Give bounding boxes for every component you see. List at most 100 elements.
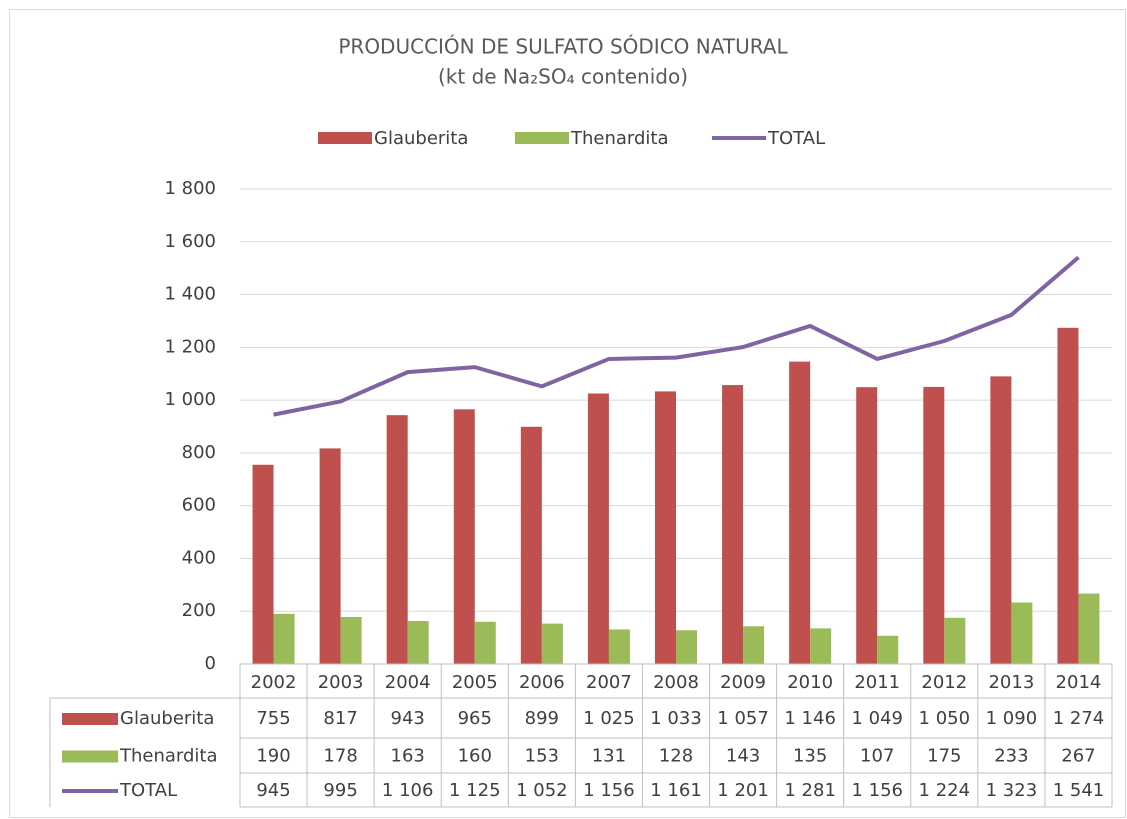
bar (1011, 602, 1033, 664)
table-cell: 1 156 (583, 780, 635, 801)
y-tick-label: 600 (182, 495, 216, 516)
table-cell: 817 (323, 708, 357, 729)
x-tick-label: 2008 (653, 672, 699, 693)
table-row-label: TOTAL (119, 780, 177, 801)
x-tick-label: 2014 (1056, 672, 1102, 693)
x-tick-label: 2002 (251, 672, 297, 693)
table-cell: 965 (458, 708, 492, 729)
x-tick-label: 2013 (988, 672, 1034, 693)
table-cell: 1 033 (650, 708, 702, 729)
bar (407, 620, 429, 664)
table-row-label: Glauberita (120, 708, 214, 729)
bar (273, 613, 295, 664)
table-legend-swatch (62, 750, 118, 763)
bar (944, 617, 966, 664)
table-cell: 131 (592, 746, 626, 767)
x-tick-label: 2010 (787, 672, 833, 693)
y-tick-label: 1 200 (164, 336, 216, 357)
table-cell: 1 541 (1053, 780, 1105, 801)
table-cell: 153 (525, 746, 559, 767)
bar (541, 623, 563, 664)
y-tick-label: 1 600 (164, 231, 216, 252)
bar (340, 617, 362, 664)
y-tick-label: 0 (205, 653, 216, 674)
table-cell: 267 (1061, 746, 1095, 767)
bar (1078, 593, 1100, 664)
table-cell: 135 (793, 746, 827, 767)
y-tick-label: 1 800 (164, 178, 216, 199)
bar (655, 391, 676, 664)
bar (386, 415, 408, 664)
y-tick-label: 200 (182, 600, 216, 621)
x-tick-label: 2012 (921, 672, 967, 693)
table-cell: 1 281 (784, 780, 836, 801)
chart-subtitle: (kt de Na₂SO₄ contenido) (438, 65, 688, 89)
x-tick-label: 2011 (854, 672, 900, 693)
bar (877, 635, 899, 664)
chart-title: PRODUCCIÓN DE SULFATO SÓDICO NATURAL (338, 35, 788, 59)
table-cell: 1 052 (516, 780, 568, 801)
table-cell: 143 (726, 746, 760, 767)
line (273, 255, 1080, 417)
table-cell: 1 050 (919, 708, 971, 729)
table-cell: 1 090 (986, 708, 1038, 729)
bar (474, 621, 496, 664)
legend-label: Glauberita (374, 128, 468, 149)
table-cell: 233 (994, 746, 1028, 767)
table-cell: 995 (323, 780, 357, 801)
table-cell: 107 (860, 746, 894, 767)
x-tick-label: 2005 (452, 672, 498, 693)
x-tick-label: 2009 (720, 672, 766, 693)
bar (608, 629, 630, 664)
x-tick-label: 2006 (519, 672, 565, 693)
y-tick-label: 400 (182, 547, 216, 568)
table-cell: 1 323 (986, 780, 1038, 801)
table-cell: 755 (256, 708, 290, 729)
bar (587, 393, 609, 664)
x-tick-label: 2007 (586, 672, 632, 693)
table-row-label: Thenardita (119, 746, 218, 767)
table-cell: 943 (391, 708, 425, 729)
bar (520, 426, 542, 664)
bar (810, 628, 832, 664)
y-tick-label: 1 000 (164, 389, 216, 410)
bar (990, 376, 1012, 664)
bar (676, 630, 697, 664)
x-tick-label: 2003 (318, 672, 364, 693)
table-legend-swatch (62, 713, 118, 725)
bar (743, 626, 765, 664)
legend-label: Thenardita (570, 128, 669, 149)
bar (453, 409, 475, 664)
bar (252, 464, 274, 664)
legend-swatch (318, 132, 372, 144)
table-cell: 1 161 (650, 780, 702, 801)
y-tick-label: 1 400 (164, 284, 216, 305)
table-cell: 945 (256, 780, 290, 801)
table-cell: 175 (927, 746, 961, 767)
table-cell: 1 125 (449, 780, 501, 801)
table-cell: 1 156 (851, 780, 903, 801)
table-cell: 1 201 (717, 780, 769, 801)
legend-swatch (515, 132, 569, 144)
table-cell: 1 057 (717, 708, 769, 729)
table-cell: 1 025 (583, 708, 635, 729)
chart-frame (9, 9, 1126, 818)
bar (319, 448, 341, 664)
bar (722, 385, 744, 664)
table-cell: 1 106 (382, 780, 434, 801)
bar (856, 387, 878, 664)
table-cell: 1 224 (919, 780, 971, 801)
table-cell: 128 (659, 746, 693, 767)
table-cell: 899 (525, 708, 559, 729)
table-cell: 1 049 (851, 708, 903, 729)
table-cell: 190 (256, 746, 290, 767)
y-tick-label: 800 (182, 442, 216, 463)
table-cell: 163 (391, 746, 425, 767)
bar (789, 361, 811, 664)
table-cell: 160 (458, 746, 492, 767)
table-cell: 1 146 (784, 708, 836, 729)
bar (923, 386, 945, 664)
table-cell: 1 274 (1053, 708, 1105, 729)
table-cell: 178 (323, 746, 357, 767)
x-tick-label: 2004 (385, 672, 431, 693)
